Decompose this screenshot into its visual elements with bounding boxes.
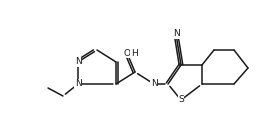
Text: N: N <box>151 79 157 88</box>
Text: S: S <box>178 96 184 105</box>
Text: H: H <box>131 49 137 57</box>
Text: O: O <box>123 49 131 57</box>
Text: N: N <box>75 57 81 66</box>
Text: N: N <box>75 79 81 88</box>
Text: N: N <box>172 29 179 38</box>
